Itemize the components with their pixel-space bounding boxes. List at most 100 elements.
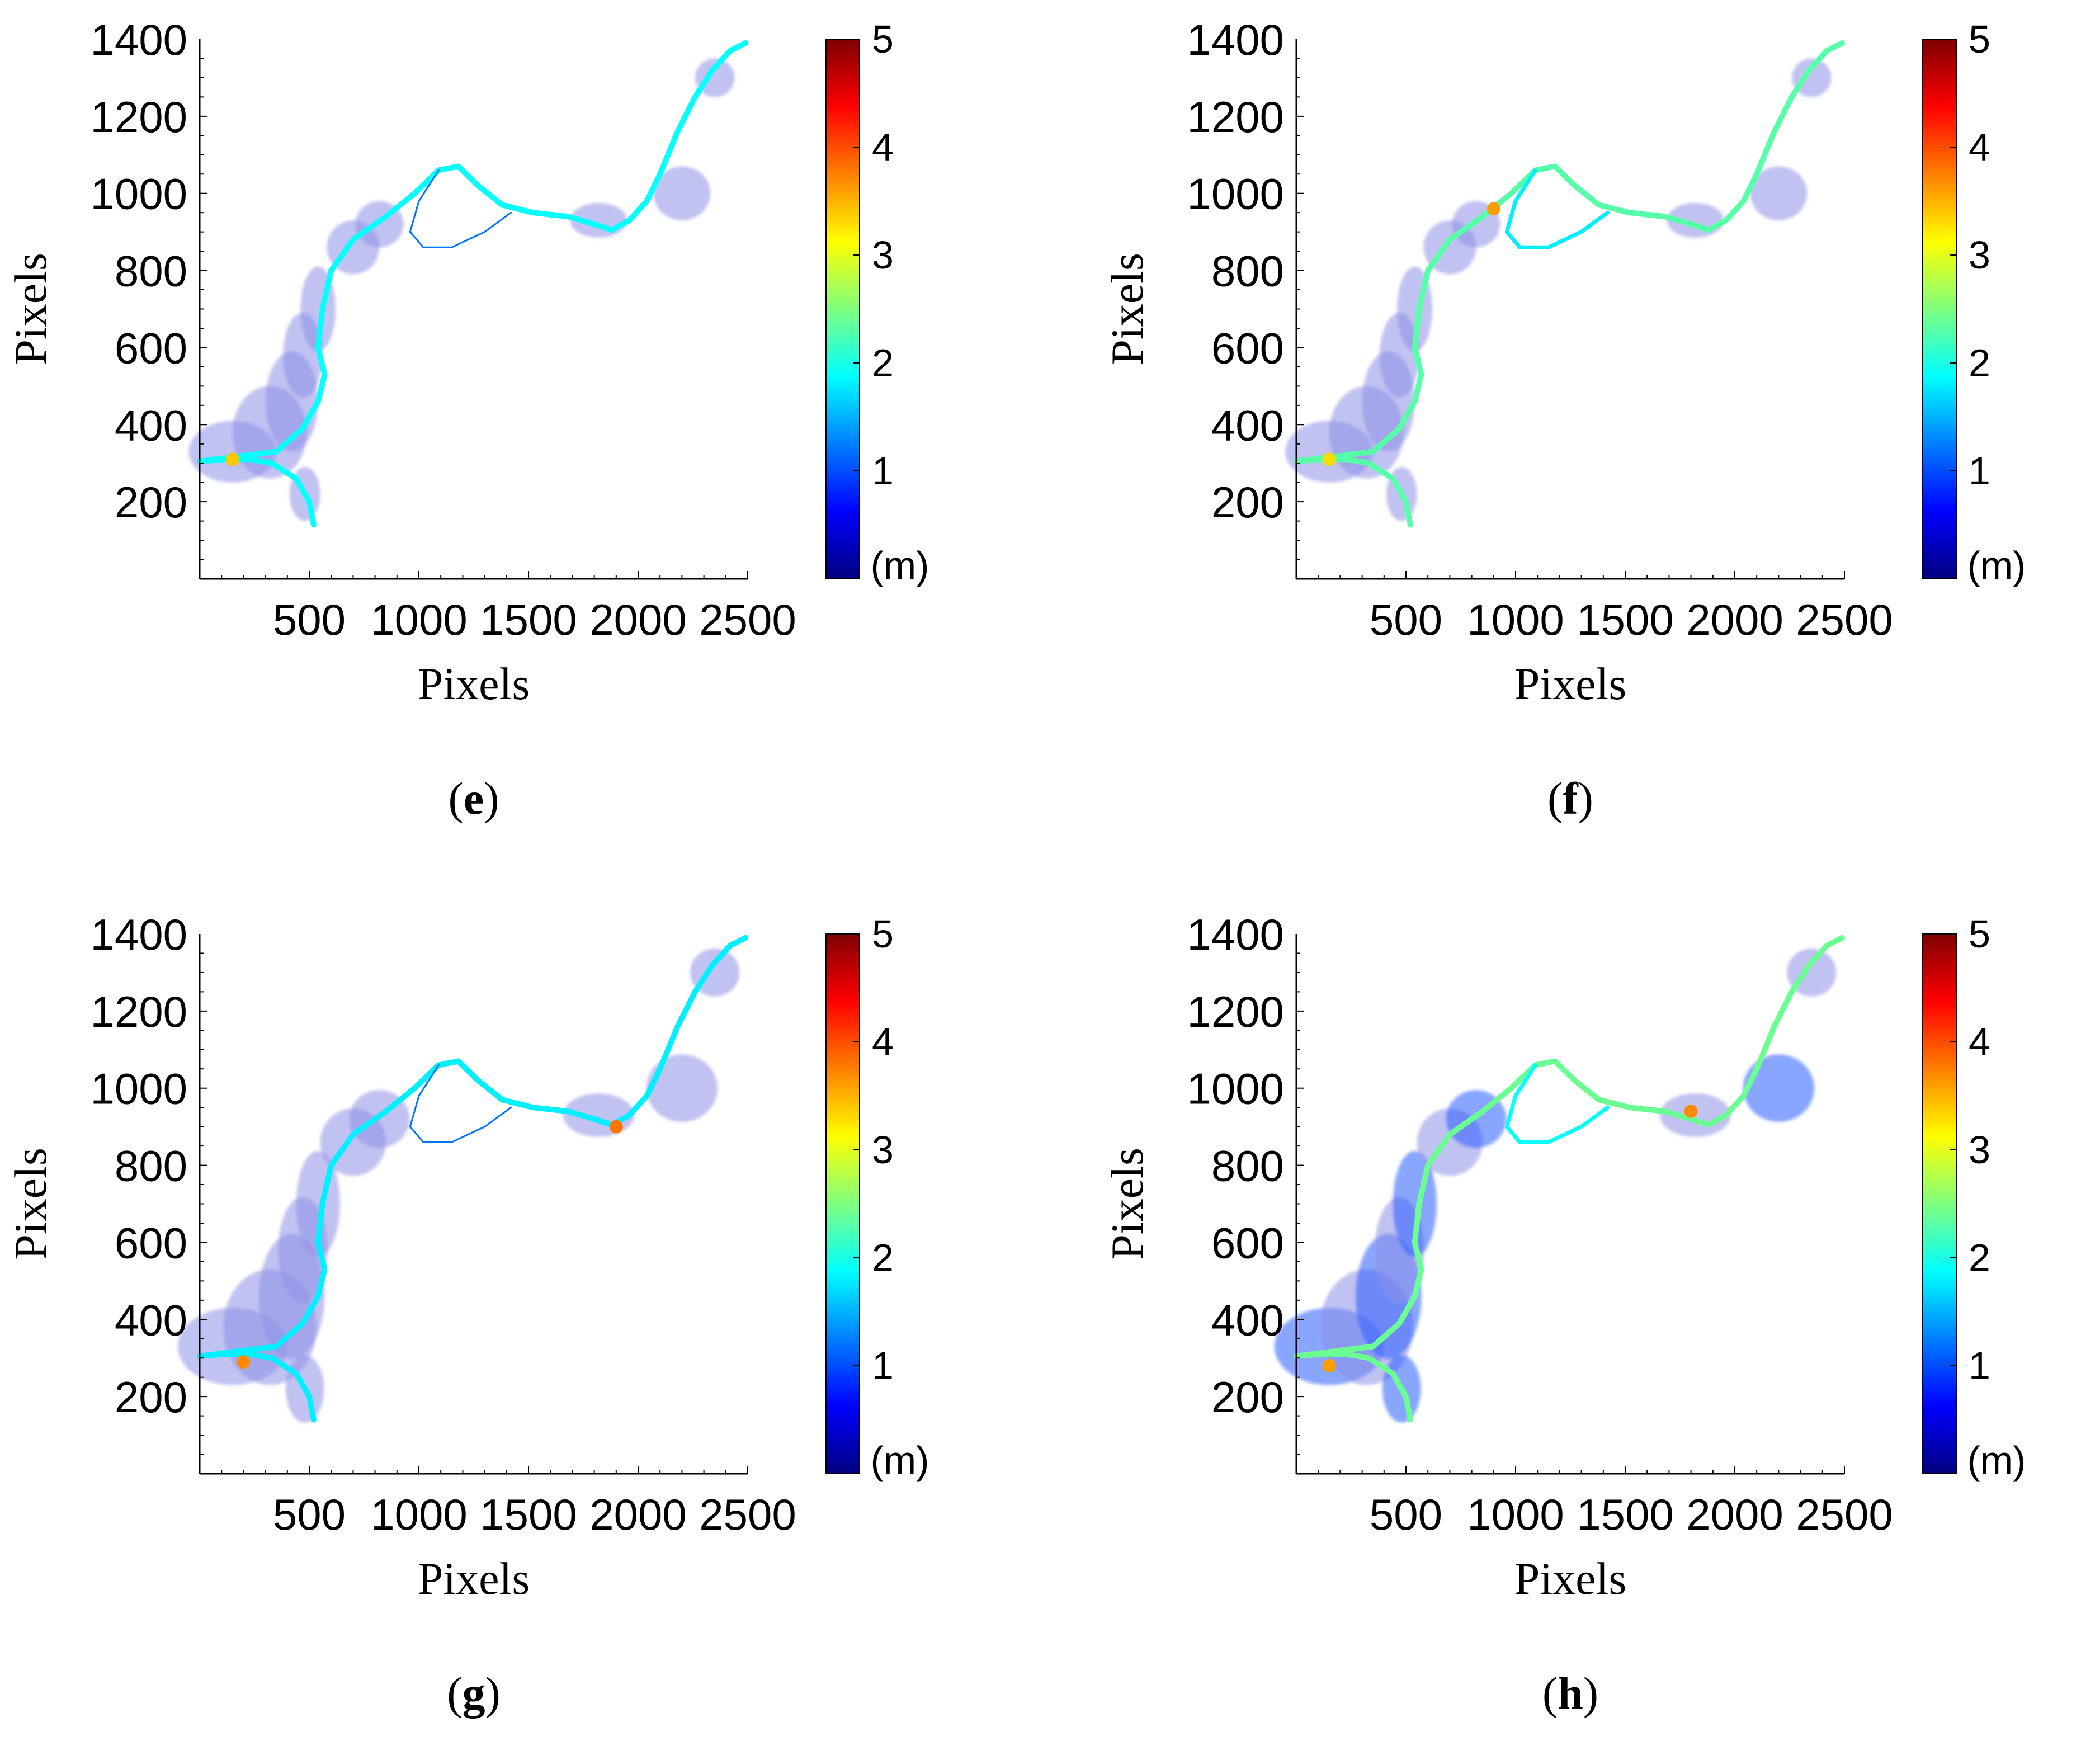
y-tick-label: 400	[1211, 400, 1284, 450]
colorbar-tick-label: 5	[872, 17, 894, 61]
depth-hotspot	[1684, 1105, 1698, 1119]
x-axis-title: Pixels	[1514, 658, 1626, 709]
x-tick-label: 500	[273, 595, 346, 644]
y-tick-label: 200	[115, 1372, 187, 1422]
colorbar-tick-label: 5	[1969, 17, 1990, 61]
y-tick-label: 1400	[1187, 15, 1284, 64]
x-tick-label: 2500	[699, 1490, 796, 1539]
colorbar-tick-label: 4	[1969, 125, 1990, 169]
colorbar-tick-label: 3	[1969, 1128, 1990, 1172]
colorbar-tick-label: 4	[872, 1020, 894, 1064]
y-tick-label: 600	[115, 1218, 187, 1267]
x-tick-label: 2000	[589, 595, 687, 644]
x-tick-label: 1500	[480, 595, 577, 644]
floodplain-layer	[177, 948, 740, 1423]
colorbar-tick-label: 4	[1969, 1020, 1990, 1064]
colorbar-tick-label: 5	[1969, 912, 1990, 956]
x-tick-label: 500	[1370, 595, 1442, 644]
x-tick-label: 500	[273, 1490, 346, 1539]
river-branch	[409, 169, 512, 248]
depth-hotspot	[225, 452, 239, 466]
channel-layer	[1294, 935, 1846, 1423]
y-tick-label: 400	[115, 1295, 187, 1344]
y-tick-label: 1000	[90, 1064, 187, 1114]
y-tick-label: 800	[1211, 247, 1284, 296]
colorbar-tick-label: 3	[872, 233, 894, 277]
x-tick-label: 2000	[1686, 595, 1783, 644]
colorbar-unit: (m)	[871, 544, 929, 587]
y-tick-label: 1000	[1187, 1064, 1284, 1114]
depth-hotspot	[609, 1120, 623, 1134]
x-tick-label: 1000	[1467, 595, 1564, 644]
panel-label: (e)	[448, 773, 499, 824]
depth-hotspot	[1322, 1359, 1336, 1372]
x-tick-label: 2000	[1686, 1490, 1783, 1539]
colorbar-tick-label: 1	[1969, 1344, 1990, 1388]
river-branch	[1504, 168, 1610, 249]
y-tick-label: 1000	[90, 169, 187, 219]
y-tick-label: 1200	[90, 987, 187, 1036]
river-channel	[197, 40, 749, 528]
depth-hotspot	[237, 1355, 251, 1369]
river-branch	[409, 1064, 512, 1143]
x-tick-label: 2500	[1796, 595, 1893, 644]
channel-layer	[197, 40, 749, 528]
plot-area	[1296, 934, 1844, 1474]
colorbar-tick-label: 2	[1969, 341, 1990, 385]
panel-f: 200 400 600 800 1000 1200 1400 500 1000 1500 2000 2…	[1102, 15, 2026, 824]
floodplain-patch	[646, 1054, 718, 1122]
colorbar-tick-label: 1	[1969, 449, 1990, 493]
colorbar	[1922, 933, 1957, 1474]
y-tick-label: 600	[1211, 323, 1284, 372]
y-tick-label: 200	[1211, 478, 1284, 527]
colorbar	[825, 933, 860, 1474]
y-tick-label: 1400	[90, 15, 187, 64]
colorbar-tick-label: 2	[872, 341, 894, 385]
x-axis-title: Pixels	[1514, 1553, 1626, 1604]
y-tick-label: 400	[1211, 1295, 1284, 1344]
floodplain-patch	[653, 166, 711, 220]
plot-area	[1296, 39, 1844, 579]
colorbar-tick-label: 2	[1969, 1236, 1990, 1280]
depth-hotspot	[1486, 202, 1500, 216]
y-axis-title: Pixels	[5, 1148, 56, 1259]
colorbar-unit: (m)	[1967, 1438, 2026, 1482]
colorbar-tick-label: 3	[872, 1128, 894, 1172]
y-tick-label: 600	[1211, 1218, 1284, 1267]
y-tick-label: 800	[1211, 1141, 1284, 1191]
panel-label: (g)	[447, 1668, 501, 1719]
y-tick-label: 200	[1211, 1372, 1284, 1422]
y-axis-title: Pixels	[5, 253, 56, 365]
y-tick-label: 800	[115, 1141, 187, 1191]
colorbar-tick-label: 2	[872, 1236, 894, 1280]
colorbar-unit: (m)	[871, 1438, 929, 1482]
floodplain-patch	[1750, 166, 1808, 220]
x-axis-title: Pixels	[418, 658, 530, 709]
x-tick-label: 1500	[1577, 1490, 1674, 1539]
river-channel	[197, 935, 749, 1423]
x-tick-label: 2500	[1796, 1490, 1893, 1539]
y-tick-label: 1200	[1187, 987, 1284, 1036]
y-tick-label: 1400	[1187, 910, 1284, 959]
colorbar-tick-label: 1	[872, 1344, 894, 1388]
colorbar-tick-label: 1	[872, 449, 894, 493]
x-axis-title: Pixels	[418, 1553, 530, 1604]
colorbar-tick-label: 3	[1969, 233, 1990, 277]
colorbar-unit: (m)	[1967, 544, 2026, 587]
colorbar-tick-label: 5	[872, 912, 894, 956]
floodplain-patch	[695, 58, 735, 97]
y-tick-label: 1200	[1187, 92, 1284, 141]
depth-hotspot	[1322, 452, 1336, 466]
y-tick-label: 1200	[90, 92, 187, 141]
river-branch	[1504, 1063, 1610, 1144]
floodplain-patch	[1743, 1054, 1815, 1122]
channel-layer	[197, 935, 749, 1423]
floodplain-patch	[1791, 58, 1832, 97]
x-tick-label: 2500	[699, 595, 796, 644]
y-axis-title: Pixels	[1102, 1148, 1153, 1259]
channel-layer	[1294, 40, 1846, 528]
panel-label: (h)	[1542, 1668, 1598, 1719]
x-tick-label: 1000	[370, 1490, 468, 1539]
